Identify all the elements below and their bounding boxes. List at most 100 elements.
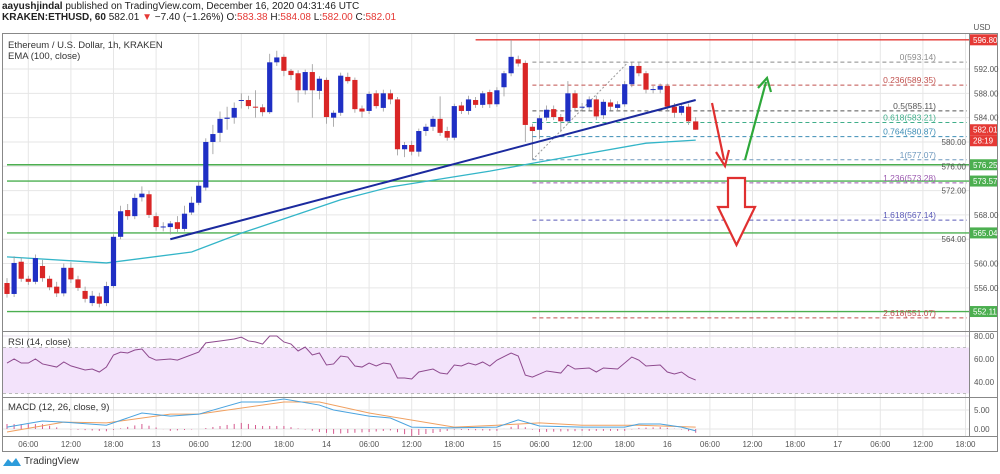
candle[interactable] xyxy=(18,257,24,282)
candle[interactable] xyxy=(529,123,535,160)
candle[interactable] xyxy=(380,89,386,112)
candle[interactable] xyxy=(444,126,450,141)
candle[interactable] xyxy=(338,72,344,116)
candle[interactable] xyxy=(224,106,230,130)
candle[interactable] xyxy=(565,81,571,124)
candle[interactable] xyxy=(196,181,202,206)
candle[interactable] xyxy=(636,62,642,77)
tradingview-logo[interactable]: TradingView xyxy=(3,456,79,467)
candle[interactable] xyxy=(39,259,46,282)
candle[interactable] xyxy=(309,64,315,118)
candle[interactable] xyxy=(458,101,464,114)
candle[interactable] xyxy=(189,196,195,215)
candle[interactable] xyxy=(551,105,557,121)
candle[interactable] xyxy=(465,95,472,115)
candle[interactable] xyxy=(522,60,528,142)
candle[interactable] xyxy=(593,95,599,121)
candle[interactable] xyxy=(295,70,301,103)
candle[interactable] xyxy=(678,103,685,116)
candle[interactable] xyxy=(579,103,585,111)
candle[interactable] xyxy=(323,77,330,124)
candle[interactable] xyxy=(260,104,266,117)
candle[interactable] xyxy=(54,281,60,297)
candle[interactable] xyxy=(501,70,507,97)
candle[interactable] xyxy=(75,275,81,291)
candle[interactable] xyxy=(430,115,436,132)
candle[interactable] xyxy=(238,93,244,109)
candle[interactable] xyxy=(366,91,372,114)
candle[interactable] xyxy=(68,262,74,284)
candle[interactable] xyxy=(274,50,280,66)
candle[interactable] xyxy=(11,256,17,297)
candle[interactable] xyxy=(167,221,173,235)
ema-legend[interactable]: EMA (100, close) xyxy=(8,51,80,62)
candle[interactable] xyxy=(252,90,259,118)
candle[interactable] xyxy=(508,39,514,77)
candle[interactable] xyxy=(160,222,166,232)
candle[interactable] xyxy=(146,190,152,218)
candle[interactable] xyxy=(451,103,457,141)
candle[interactable] xyxy=(245,95,251,110)
candle[interactable] xyxy=(423,123,429,136)
candle[interactable] xyxy=(352,77,358,113)
candle[interactable] xyxy=(217,111,223,142)
candle[interactable] xyxy=(480,90,486,108)
candle[interactable] xyxy=(302,69,308,95)
candle[interactable] xyxy=(118,205,124,240)
candle[interactable] xyxy=(132,193,138,220)
candle[interactable] xyxy=(359,105,365,118)
candle[interactable] xyxy=(394,96,401,156)
candle[interactable] xyxy=(607,99,614,111)
candle[interactable] xyxy=(125,203,131,220)
candle[interactable] xyxy=(600,99,606,119)
candle[interactable] xyxy=(473,96,479,108)
candle[interactable] xyxy=(409,140,415,156)
candle[interactable] xyxy=(281,54,287,77)
candle[interactable] xyxy=(515,55,521,67)
candle[interactable] xyxy=(558,113,564,133)
candle[interactable] xyxy=(89,290,95,307)
candle[interactable] xyxy=(402,141,408,158)
macd-legend[interactable]: MACD (12, 26, close, 9) xyxy=(8,402,109,413)
candle[interactable] xyxy=(82,286,88,303)
candle[interactable] xyxy=(181,205,188,232)
candle[interactable] xyxy=(643,70,649,94)
candle[interactable] xyxy=(103,281,109,307)
candle[interactable] xyxy=(544,105,550,121)
candle[interactable] xyxy=(288,69,294,80)
candle[interactable] xyxy=(25,275,31,285)
candle[interactable] xyxy=(316,76,322,100)
candle[interactable] xyxy=(416,128,422,157)
candle[interactable] xyxy=(387,89,393,105)
candle[interactable] xyxy=(650,86,656,94)
candle[interactable] xyxy=(61,263,67,297)
candle[interactable] xyxy=(174,216,180,232)
candle[interactable] xyxy=(203,138,209,191)
author-name[interactable]: aayushjindal xyxy=(2,1,63,12)
candle[interactable] xyxy=(657,83,663,94)
candle[interactable] xyxy=(572,90,578,112)
candle[interactable] xyxy=(622,81,628,107)
candle[interactable] xyxy=(629,62,635,88)
candle[interactable] xyxy=(536,115,543,139)
candle[interactable] xyxy=(345,72,351,84)
candle[interactable] xyxy=(110,234,117,288)
candle[interactable] xyxy=(331,110,337,127)
candle[interactable] xyxy=(373,90,379,109)
rsi-legend[interactable]: RSI (14, close) xyxy=(8,337,71,348)
candle[interactable] xyxy=(615,101,621,111)
candle[interactable] xyxy=(267,53,273,114)
candle[interactable] xyxy=(210,124,216,155)
candle[interactable] xyxy=(4,278,10,298)
candle[interactable] xyxy=(494,87,500,107)
candle[interactable] xyxy=(686,103,692,125)
candle[interactable] xyxy=(487,89,493,108)
candle[interactable] xyxy=(47,275,53,291)
candle[interactable] xyxy=(139,186,145,202)
candle[interactable] xyxy=(96,292,102,308)
chart-title[interactable]: Ethereum / U.S. Dollar, 1h, KRAKEN xyxy=(8,40,163,51)
candle[interactable] xyxy=(693,117,699,130)
candle[interactable] xyxy=(153,212,159,231)
candle[interactable] xyxy=(586,96,592,111)
